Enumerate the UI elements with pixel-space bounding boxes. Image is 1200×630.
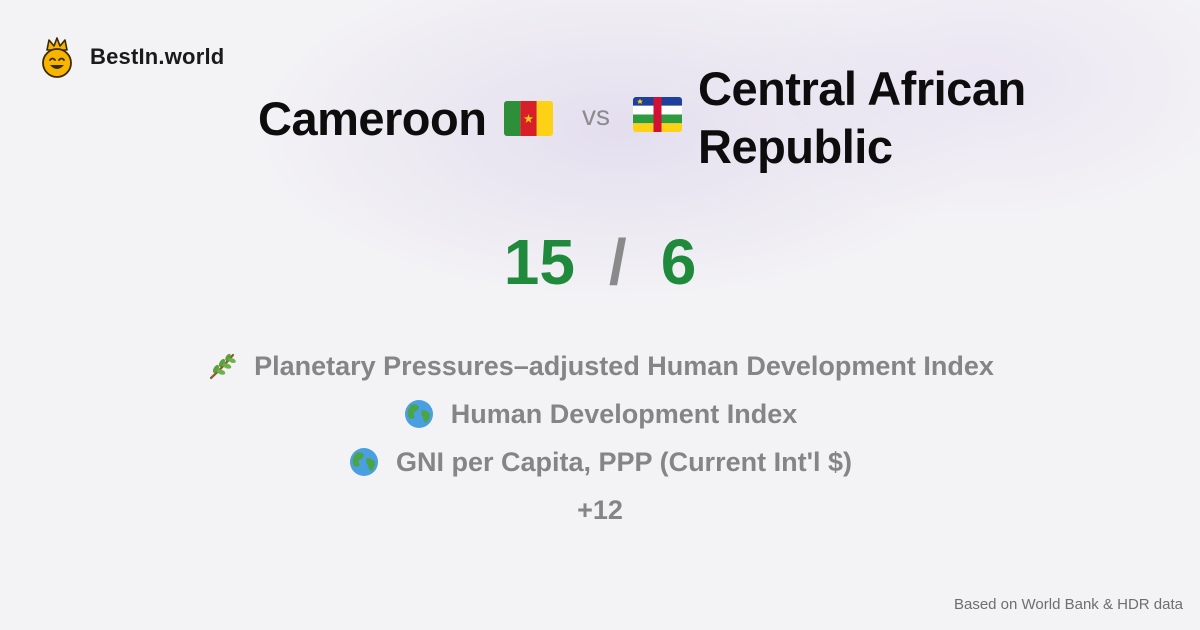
metric-label: Human Development Index [450,398,798,429]
crowned-smiley-icon [42,37,72,78]
brand-name: BestIn.world [90,44,225,69]
brand[interactable]: BestIn.world [38,36,224,78]
plant-sprig-icon [210,353,236,380]
globe-icon [404,400,433,428]
country-a[interactable]: Cameroon [258,90,554,146]
country-a-name: Cameroon [258,91,487,145]
metric-item[interactable]: GNI per Capita, PPP (Current Int'l $) [348,438,852,486]
more-metrics-count[interactable]: +12 [577,494,623,525]
country-b-flag[interactable] [633,97,682,132]
metrics-list: Planetary Pressures–adjusted Human Devel… [0,342,1200,534]
vs-label: vs [582,100,610,131]
data-source-note: Based on World Bank & HDR data [953,596,1183,613]
metric-label: GNI per Capita, PPP (Current Int'l $) [396,446,852,477]
globe-icon [350,448,378,476]
cameroon-flag-icon [504,100,554,136]
score-b: 6 [660,226,697,298]
metric-item[interactable]: Planetary Pressures–adjusted Human Devel… [206,342,994,390]
score: 15 / 6 [0,222,1200,302]
country-b-name[interactable]: Central African Republic [698,62,1026,173]
score-separator: / [608,226,627,298]
central-african-republic-flag-icon [633,97,682,132]
metric-label: Planetary Pressures–adjusted Human Devel… [254,350,994,381]
score-a: 15 [503,226,575,298]
metric-item[interactable]: Human Development Index [403,390,798,438]
